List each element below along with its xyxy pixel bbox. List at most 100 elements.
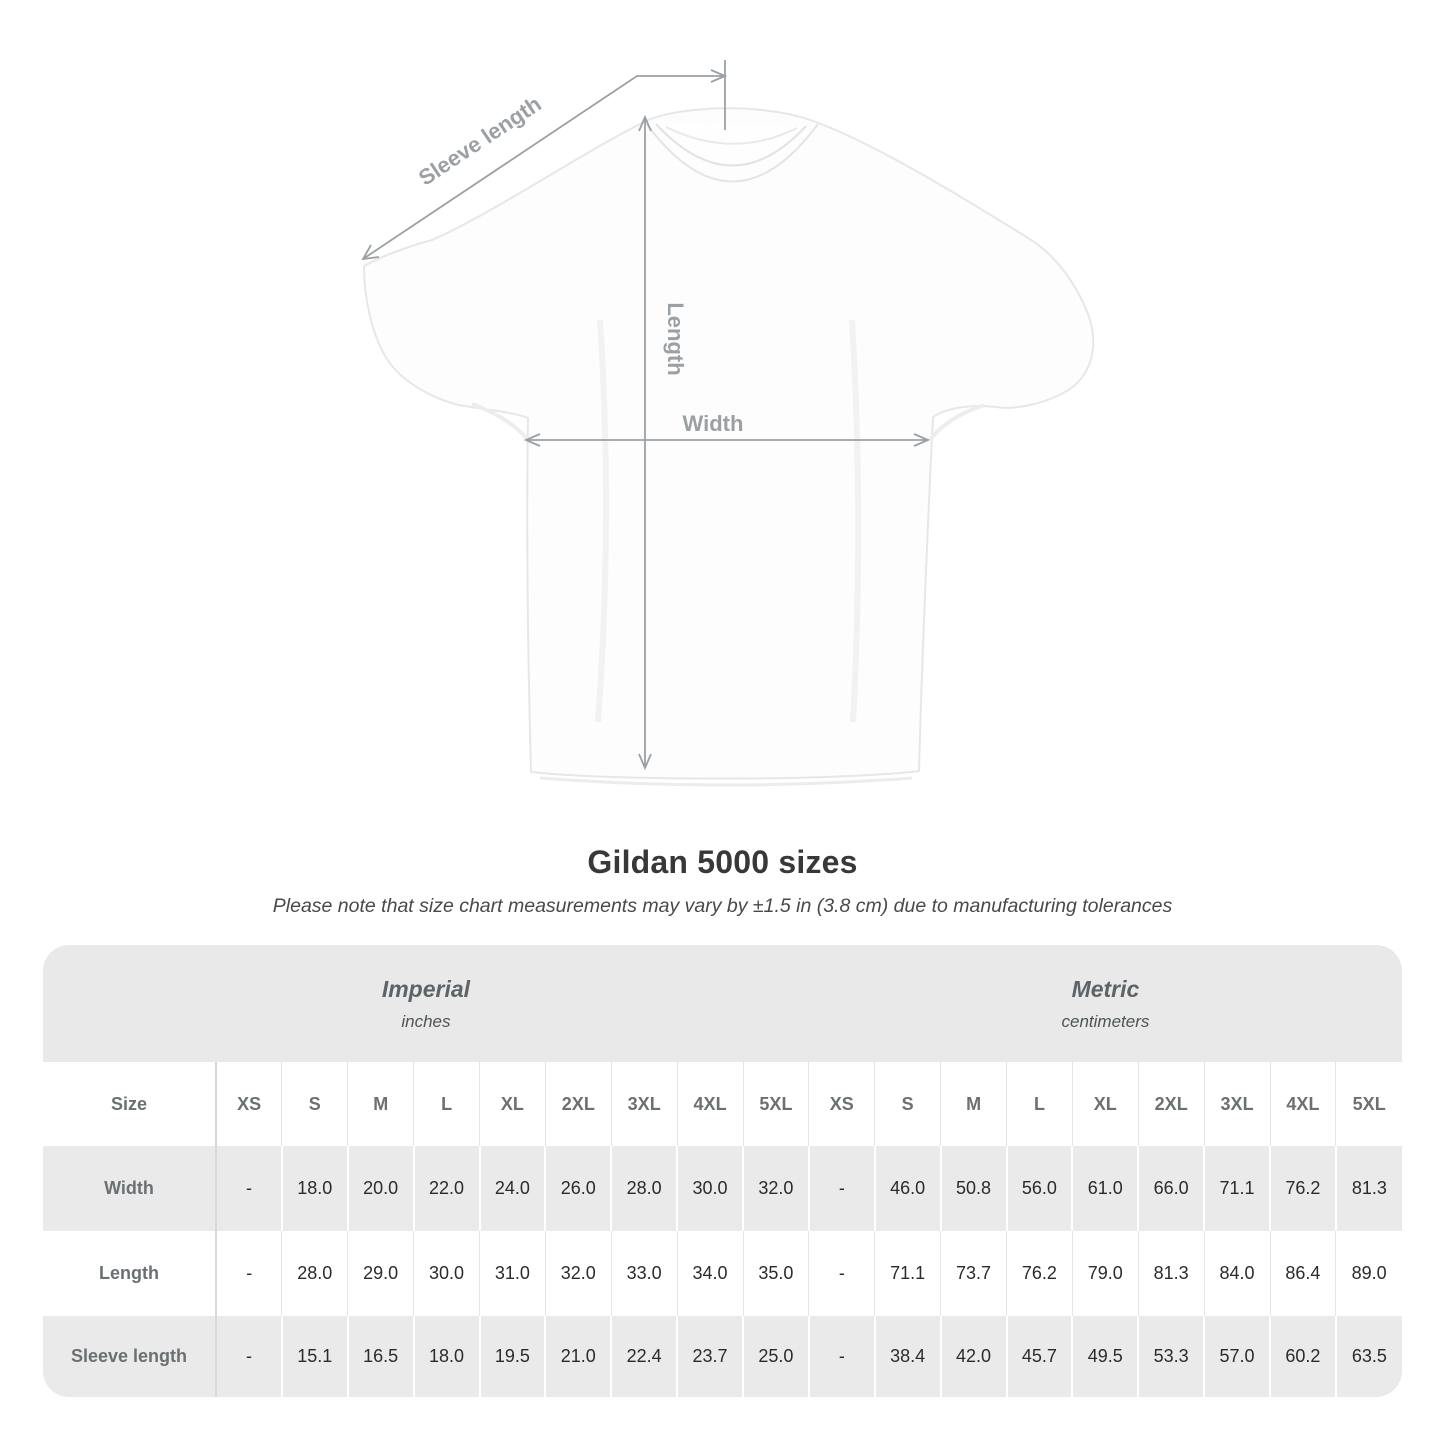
sleeve-length-dimension-line xyxy=(361,60,728,261)
arrowhead xyxy=(638,753,652,771)
size-table-container: Imperial inches Metric centimeters Size X… xyxy=(43,945,1402,1397)
table-cell: 66.0 xyxy=(1137,1146,1205,1231)
size-table: Imperial inches Metric centimeters Size X… xyxy=(43,945,1402,1397)
table-cell: 24.0 xyxy=(478,1146,546,1231)
table-cell: 33.0 xyxy=(610,1231,678,1316)
tshirt-collar-seam xyxy=(644,121,819,183)
table-cell: 84.0 xyxy=(1203,1231,1270,1316)
table-cell: 18.0 xyxy=(412,1316,480,1397)
table-cell: 61.0 xyxy=(1071,1146,1139,1231)
table-cell: 38.4 xyxy=(873,1316,941,1397)
tshirt-underarm-shadow-right xyxy=(928,403,985,442)
sizes-header-row: Size XS S M L XL 2XL 3XL 4XL 5XL XS S M L XL 2XL 3XL 4XL 5… xyxy=(43,1062,1402,1146)
table-cell: 30.0 xyxy=(413,1231,480,1316)
row-label: Width xyxy=(43,1146,216,1231)
table-cell: - xyxy=(808,1231,875,1316)
tshirt-measurement-diagram: Sleeve length Length Width xyxy=(361,60,1095,787)
table-cell: 32.0 xyxy=(544,1231,612,1316)
unit-group-row: Imperial inches Metric centimeters xyxy=(43,945,1402,1062)
table-cell: 76.2 xyxy=(1006,1231,1073,1316)
column-header-imperial-xs: XS xyxy=(215,1062,282,1146)
arrowhead xyxy=(913,433,931,447)
table-row: Length -28.0 29.0 30.0 31.0 32.0 33.0 34.0 35.0-… xyxy=(43,1231,1402,1316)
sleeve-length-label: Sleeve length xyxy=(414,91,546,191)
column-header-imperial-xl: XL xyxy=(479,1062,546,1146)
table-cell: 26.0 xyxy=(544,1146,612,1231)
page-subtitle: Please note that size chart measurements… xyxy=(272,895,1173,917)
width-label: Width xyxy=(683,411,744,436)
table-cell: 86.4 xyxy=(1269,1231,1336,1316)
table-cell: 42.0 xyxy=(939,1316,1007,1397)
column-header-imperial-4xl: 4XL xyxy=(676,1062,743,1146)
table-cell: 23.7 xyxy=(676,1316,743,1397)
table-cell: 35.0 xyxy=(742,1231,809,1316)
column-header-metric-5xl: 5XL xyxy=(1335,1062,1402,1146)
unit-group-imperial: Imperial inches xyxy=(43,945,809,1062)
length-dimension-line xyxy=(638,114,652,771)
unit-group-metric-sublabel: centimeters xyxy=(1061,1011,1150,1031)
tshirt-underarm-shadow-left xyxy=(471,402,530,442)
column-header-imperial-3xl: 3XL xyxy=(610,1062,678,1146)
column-header-metric-s: S xyxy=(874,1062,941,1146)
tshirt-body xyxy=(363,107,1095,780)
table-cell: 16.5 xyxy=(346,1316,414,1397)
table-cell: 22.0 xyxy=(412,1146,480,1231)
table-cell: 20.0 xyxy=(346,1146,414,1231)
dimension-lines xyxy=(361,60,931,771)
table-cell: - xyxy=(807,1146,875,1231)
arrowhead xyxy=(638,114,652,132)
column-header-imperial-2xl: 2XL xyxy=(544,1062,612,1146)
table-cell: 79.0 xyxy=(1071,1231,1139,1316)
row-label: Length xyxy=(43,1231,216,1316)
table-cell: 28.0 xyxy=(281,1231,348,1316)
length-label: Length xyxy=(663,302,688,375)
tshirt-wrinkle-left xyxy=(595,319,610,723)
table-cell: 31.0 xyxy=(479,1231,546,1316)
table-cell: - xyxy=(807,1316,875,1397)
table-cell: 89.0 xyxy=(1335,1231,1402,1316)
table-cell: 19.5 xyxy=(478,1316,546,1397)
unit-group-imperial-label: Imperial xyxy=(381,975,471,1002)
page-title: Gildan 5000 sizes xyxy=(587,844,858,880)
table-cell: 49.5 xyxy=(1071,1316,1139,1397)
table-cell: - xyxy=(215,1146,282,1231)
column-header-metric-3xl: 3XL xyxy=(1203,1062,1270,1146)
arrowhead xyxy=(523,433,541,447)
table-cell: 81.3 xyxy=(1334,1146,1402,1231)
table-cell: 25.0 xyxy=(742,1316,809,1397)
column-header-imperial-l: L xyxy=(413,1062,480,1146)
table-cell: 21.0 xyxy=(544,1316,612,1397)
column-header-imperial-s: S xyxy=(281,1062,348,1146)
table-cell: 71.1 xyxy=(1203,1146,1270,1231)
column-header-metric-4xl: 4XL xyxy=(1269,1062,1336,1146)
table-cell: 73.7 xyxy=(940,1231,1007,1316)
table-cell: 45.7 xyxy=(1005,1316,1073,1397)
table-cell: 50.8 xyxy=(939,1146,1007,1231)
table-row: Sleeve length -15.1 16.5 18.0 19.5 21.0 22.4 23… xyxy=(43,1316,1402,1397)
table-cell: 71.1 xyxy=(874,1231,941,1316)
tshirt-collar-back xyxy=(665,126,798,145)
unit-group-metric: Metric centimeters xyxy=(808,945,1402,1062)
table-cell: 32.0 xyxy=(742,1146,809,1231)
table-cell: 81.3 xyxy=(1137,1231,1205,1316)
column-header-metric-xs: XS xyxy=(808,1062,875,1146)
table-cell: 57.0 xyxy=(1203,1316,1270,1397)
table-cell: 30.0 xyxy=(676,1146,743,1231)
table-row: Width -18.0 20.0 22.0 24.0 26.0 28.0 30.0 32.0-4… xyxy=(43,1146,1402,1231)
table-cell: 63.5 xyxy=(1334,1316,1402,1397)
table-cell: 34.0 xyxy=(676,1231,743,1316)
size-table-body: Width -18.0 20.0 22.0 24.0 26.0 28.0 30.0 32.0-4… xyxy=(43,1146,1402,1397)
size-column-header: Size xyxy=(43,1062,216,1146)
row-label: Sleeve length xyxy=(43,1316,216,1397)
tshirt-hem-shadow xyxy=(539,776,913,787)
table-cell: 46.0 xyxy=(873,1146,941,1231)
column-header-imperial-m: M xyxy=(347,1062,414,1146)
table-cell: 60.2 xyxy=(1269,1316,1336,1397)
column-header-imperial-5xl: 5XL xyxy=(742,1062,809,1146)
column-header-metric-xl: XL xyxy=(1071,1062,1139,1146)
unit-group-imperial-sublabel: inches xyxy=(401,1011,451,1031)
table-cell: 28.0 xyxy=(610,1146,678,1231)
arrowhead xyxy=(361,244,380,261)
table-cell: - xyxy=(215,1316,282,1397)
